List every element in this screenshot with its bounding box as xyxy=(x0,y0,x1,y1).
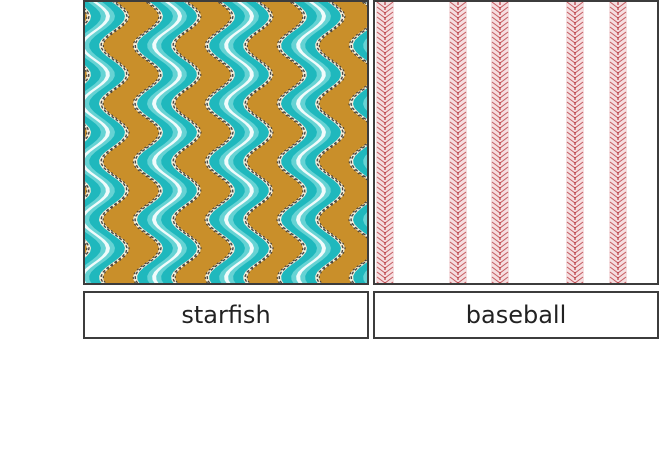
label-baseball: baseball xyxy=(373,291,659,339)
baseball-pattern-image xyxy=(375,2,657,283)
image-tile-starfish[interactable] xyxy=(83,0,369,285)
image-tile-baseball[interactable] xyxy=(373,0,659,285)
starfish-pattern-image xyxy=(85,2,367,283)
label-starfish: starfish xyxy=(83,291,369,339)
